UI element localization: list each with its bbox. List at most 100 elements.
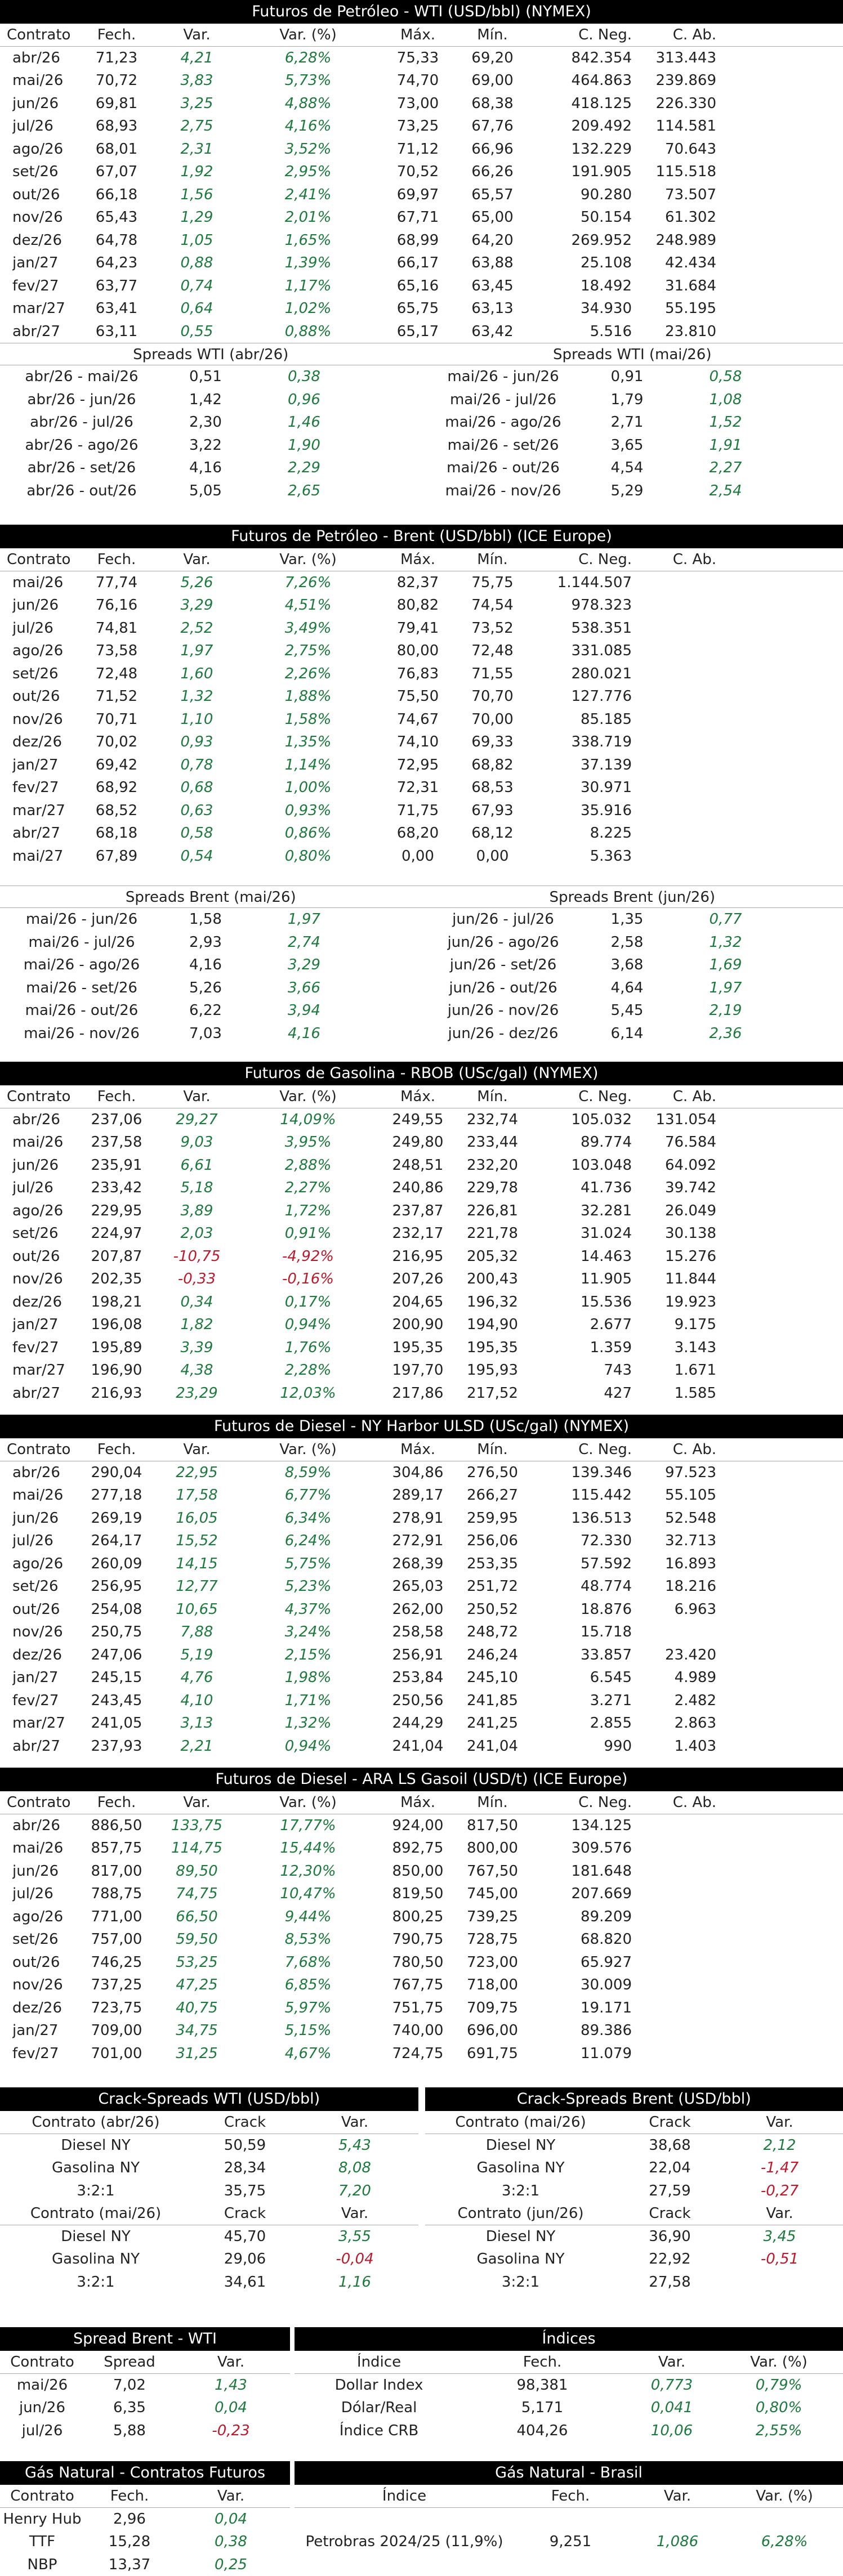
cell: 80,00 (381, 639, 454, 663)
cell: 1,65% (235, 229, 381, 252)
cell: 3:2:1 (0, 2271, 191, 2294)
cell: 3,66 (248, 977, 360, 1000)
cell: 204,65 (381, 1291, 454, 1314)
cell: -0,33 (159, 1268, 235, 1291)
cell: 4,64 (585, 977, 670, 1000)
cell: -0,16% (235, 1268, 381, 1291)
cell: 1.359 (530, 1336, 632, 1359)
cell: 538.351 (530, 617, 632, 640)
cell: 36,90 (617, 2225, 724, 2248)
cell: 74,70 (381, 69, 454, 92)
cell: 37.139 (530, 754, 632, 777)
cell: jul/26 (12, 1530, 74, 1553)
cell: 6,61 (159, 1154, 235, 1177)
cell: 73.507 (632, 184, 716, 207)
cell: 74,67 (381, 708, 454, 731)
cell: fev/27 (12, 776, 74, 799)
cell: mai/26 - set/26 (422, 434, 585, 457)
cell: Var. (%) (722, 2351, 835, 2373)
cell: 272,91 (381, 1530, 454, 1553)
cell: 978.323 (530, 594, 632, 617)
cell: Índice (295, 2485, 514, 2507)
cell: 1,42 (163, 388, 248, 412)
cell: 304,86 (381, 1461, 454, 1484)
cell (632, 1974, 716, 1997)
cell: 262,00 (381, 1598, 454, 1621)
cell: 249,55 (381, 1108, 454, 1132)
cell: 1,29 (159, 206, 235, 229)
cell: 1.671 (632, 1359, 716, 1382)
cell: abr/26 - jun/26 (0, 388, 163, 412)
cell: 2,75 (159, 115, 235, 138)
cell: 3:2:1 (425, 2180, 617, 2203)
cell: jan/27 (12, 754, 74, 777)
cell: 11.079 (530, 2042, 632, 2065)
cell: jun/26 (12, 1507, 74, 1530)
cell: 2,41% (235, 184, 381, 207)
cell: 76,16 (74, 594, 159, 617)
cell: 309.576 (530, 1837, 632, 1860)
cell: 19.171 (530, 1997, 632, 2020)
cell: 14,09% (235, 1108, 381, 1132)
cell: 4,16% (235, 115, 381, 138)
cell: 9.175 (632, 1313, 716, 1336)
cell: 241,04 (454, 1735, 530, 1758)
cell: dez/26 (12, 1291, 74, 1314)
cell: Var. (%) (235, 1085, 381, 1108)
cell: fev/27 (12, 2042, 74, 2065)
cell: 50.154 (530, 206, 632, 229)
cell: 2,19 (670, 999, 782, 1022)
cell: 85.185 (530, 708, 632, 731)
cell: Henry Hub (0, 2508, 84, 2531)
cell: 115.442 (530, 1484, 632, 1507)
cell (728, 2508, 841, 2531)
cell: 10,47% (235, 1882, 381, 1906)
cell: 4.989 (632, 1666, 716, 1689)
cell: 68,20 (381, 822, 454, 845)
cell: 68,93 (74, 115, 159, 138)
cell: 216,93 (74, 1382, 159, 1405)
cell: 15,52 (159, 1530, 235, 1553)
cell (632, 571, 716, 594)
cell: out/26 (12, 184, 74, 207)
cell: 134.125 (530, 1814, 632, 1837)
cell: 2,71 (585, 411, 670, 434)
cell: 195,35 (381, 1336, 454, 1359)
cell: 25.108 (530, 252, 632, 275)
cell (728, 2553, 841, 2576)
cell: jun/26 (12, 1154, 74, 1177)
cell: 195,89 (74, 1336, 159, 1359)
cell: 63,45 (454, 275, 530, 298)
cell: Var. (%) (728, 2485, 841, 2507)
cell: 237,93 (74, 1735, 159, 1758)
cell: 253,84 (381, 1666, 454, 1689)
cell: 701,00 (74, 2042, 159, 2065)
cell: Var. (%) (235, 548, 381, 571)
cell: 3,68 (585, 954, 670, 977)
cell: 1,71% (235, 1689, 381, 1712)
cell: 232,17 (381, 1222, 454, 1245)
cell: mai/26 (0, 2374, 84, 2397)
cell: C. Ab. (632, 1085, 716, 1108)
cell: 7,88 (159, 1621, 235, 1644)
cell: mar/27 (12, 799, 74, 822)
